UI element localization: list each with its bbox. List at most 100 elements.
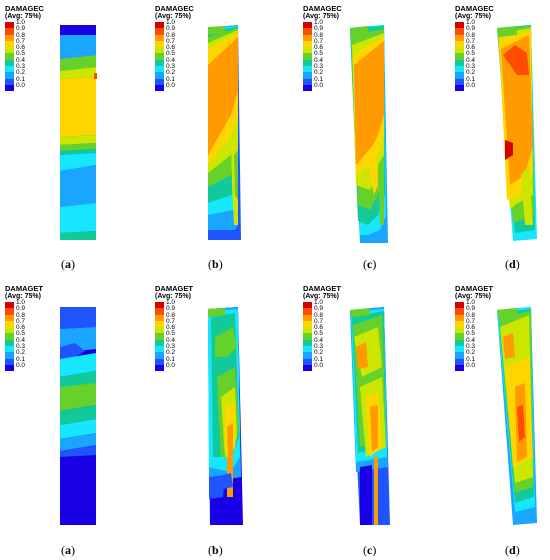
damage-contour-plot	[60, 25, 97, 240]
legend-average: (Avg: 75%)	[155, 13, 191, 20]
legend-tick-label: 0.5	[166, 330, 176, 338]
legend-tick-label: 0.9	[466, 25, 476, 33]
legend: DAMAGEC (Avg: 75%) 1.0 0.9 0.8 0.7 0.6 0.5 0.4…	[455, 5, 494, 92]
legend-tick-label: 0.3	[314, 343, 324, 351]
legend-average: (Avg: 75%)	[455, 13, 491, 20]
legend-swatch	[303, 84, 312, 92]
legend-swatch	[155, 358, 164, 365]
legend-tick-label: 0.5	[466, 330, 476, 338]
legend-tick-label: 0.4	[314, 56, 324, 64]
legend-tick-label: 0.6	[16, 44, 26, 52]
panel-caption: (b)	[208, 543, 223, 557]
damage-contour-plot	[497, 307, 537, 525]
legend-swatch	[455, 358, 464, 365]
legend-tick-label: 0.1	[16, 75, 26, 83]
panel-caption: (c)	[363, 257, 377, 271]
legend-swatch	[455, 302, 464, 309]
legend-tick-label: 0.2	[314, 349, 324, 357]
legend-tick-label: 0.0	[16, 361, 26, 369]
legend-tick-label: 0.7	[314, 317, 324, 325]
legend-swatch	[5, 84, 14, 92]
legend-swatch	[5, 47, 14, 54]
legend-tick-label: 0.3	[466, 343, 476, 351]
legend-title: DAMAGET	[303, 284, 341, 293]
legend-swatch	[5, 320, 14, 328]
legend-swatch	[155, 53, 164, 60]
legend-tick-label: 0.1	[166, 355, 176, 363]
legend: DAMAGEC (Avg: 75%) 1.0 0.9 0.8 0.7 0.6 0.5 0.4…	[303, 5, 342, 92]
legend-swatch	[155, 40, 164, 48]
legend: DAMAGET (Avg: 75%) 1.0 0.9 0.8 0.7 0.6 0.5 0.4…	[455, 285, 493, 372]
legend-tick-label: 0.0	[466, 81, 476, 89]
legend-tick-label: 0.1	[466, 75, 476, 83]
legend-tick-label: 1.0	[466, 19, 476, 26]
legend-tick-label: 0.6	[466, 44, 476, 52]
legend-swatch	[455, 47, 464, 54]
legend-tick-label: 1.0	[16, 299, 26, 306]
legend-tick-label: 0.7	[16, 37, 26, 45]
legend-tick-label: 1.0	[314, 19, 324, 26]
damage-contour-plot	[208, 307, 243, 525]
legend-tick-label: 0.3	[16, 343, 26, 351]
legend-tick-label: 0.8	[314, 311, 324, 319]
legend-tick-label: 0.7	[166, 37, 176, 45]
legend: DAMAGET (Avg: 75%) 1.0 0.9 0.8 0.7 0.6 0.5 0.4…	[155, 285, 193, 372]
legend-swatch	[155, 346, 164, 353]
legend-tick-label: 0.0	[166, 81, 176, 89]
legend-tick-label: 0.8	[166, 31, 176, 39]
legend-tick-label: 0.9	[166, 25, 176, 33]
legend-swatch	[155, 66, 164, 73]
legend-tick-label: 0.4	[166, 56, 176, 64]
panel-caption: (c)	[363, 543, 377, 557]
legend-tick-label: 0.6	[466, 324, 476, 332]
legend-swatch	[455, 84, 464, 92]
legend-swatch	[455, 22, 464, 29]
legend-tick-label: 0.9	[16, 25, 26, 33]
legend-tick-label: 0.9	[16, 305, 26, 313]
legend-swatch	[5, 53, 14, 60]
legend-tick-label: 0.8	[466, 31, 476, 39]
legend-title: DAMAGET	[5, 284, 43, 293]
legend-swatch	[155, 308, 164, 315]
legend-tick-label: 0.0	[16, 81, 26, 89]
legend-swatch	[303, 53, 312, 60]
legend-tick-label: 0.0	[314, 81, 324, 89]
legend-swatch	[455, 66, 464, 73]
legend-tick-label: 0.6	[16, 324, 26, 332]
legend-tick-label: 0.3	[466, 63, 476, 71]
legend-swatch	[155, 47, 164, 54]
legend-swatch	[5, 28, 14, 35]
panel-damagec-a: DAMAGEC (Avg: 75%) 1.0 0.9 0.8 0.7 0.6 0.5 0.4…	[5, 5, 135, 275]
legend-tick-label: 0.7	[166, 317, 176, 325]
legend-tick-label: 0.6	[166, 44, 176, 52]
damage-contour-plot	[208, 25, 241, 240]
legend-tick-label: 0.8	[16, 31, 26, 39]
legend-tick-label: 0.4	[166, 336, 176, 344]
legend-swatch	[303, 333, 312, 340]
legend-swatch	[155, 364, 164, 372]
legend-tick-label: 0.1	[16, 355, 26, 363]
legend-swatch	[5, 327, 14, 334]
legend-title: DAMAGEC	[5, 4, 44, 13]
legend-swatch	[303, 59, 312, 67]
legend-tick-label: 1.0	[166, 299, 176, 306]
legend-swatch	[303, 40, 312, 48]
legend: DAMAGEC (Avg: 75%) 1.0 0.9 0.8 0.7 0.6 0.5 0.4…	[155, 5, 194, 92]
legend-tick-label: 0.5	[314, 50, 324, 58]
legend-swatch	[455, 53, 464, 60]
legend-swatch	[155, 84, 164, 92]
legend-swatch	[155, 320, 164, 328]
legend-tick-label: 0.2	[16, 69, 26, 77]
legend-tick-label: 0.2	[466, 69, 476, 77]
legend-tick-label: 0.2	[314, 69, 324, 77]
legend-swatch	[303, 339, 312, 347]
legend-tick-label: 0.2	[16, 349, 26, 357]
legend-tick-label: 0.2	[166, 349, 176, 357]
legend-swatch	[155, 34, 164, 41]
legend-tick-label: 0.7	[466, 317, 476, 325]
damage-contour-plot	[350, 25, 388, 243]
legend-tick-label: 0.9	[314, 25, 324, 33]
legend-average: (Avg: 75%)	[303, 13, 339, 20]
legend-swatch	[5, 333, 14, 340]
legend-tick-label: 0.5	[466, 50, 476, 58]
